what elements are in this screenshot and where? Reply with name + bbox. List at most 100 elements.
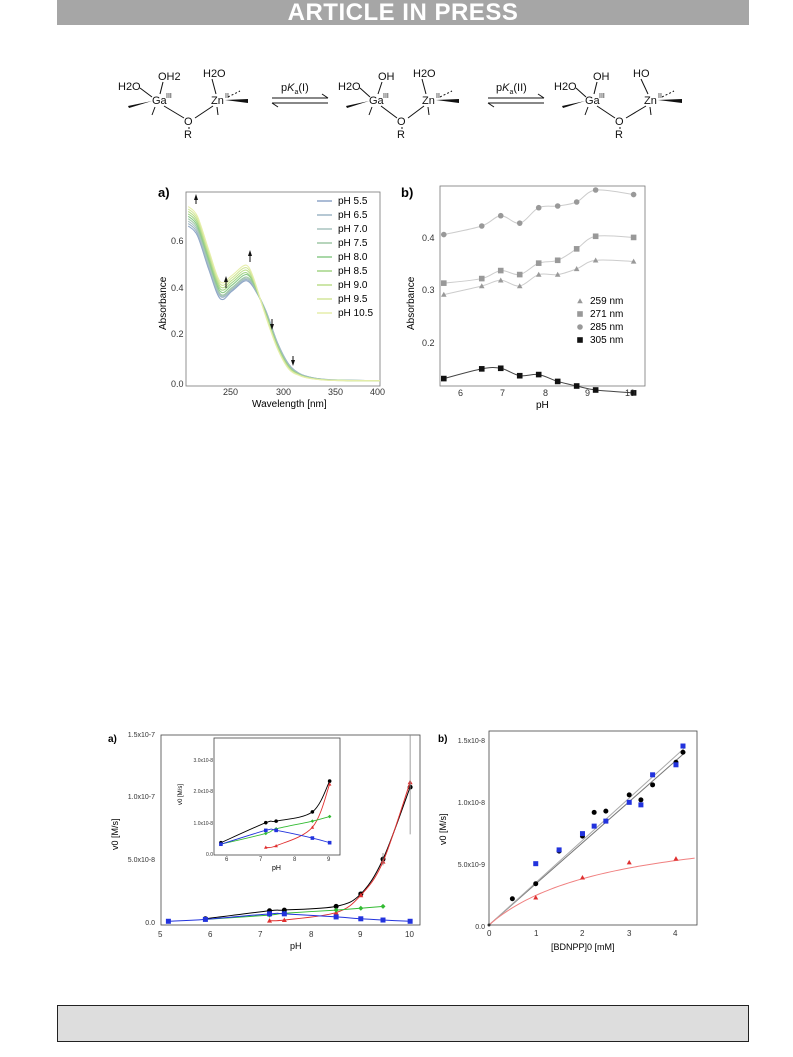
data-point-2-2	[556, 847, 562, 853]
y-tick-0.2: 0.2	[171, 329, 184, 339]
data-point-2-3	[497, 267, 504, 274]
legend-marker-2	[577, 311, 583, 317]
legend-label-4: 305 nm	[590, 335, 623, 346]
data-point-2-5	[535, 260, 542, 266]
x-tick-5: 5	[158, 930, 163, 939]
data-point-1-9	[650, 782, 656, 788]
data-point-4-6	[358, 916, 364, 922]
panel-a-label: a)	[108, 734, 117, 745]
equilibrium-arrow-1: pKa(I)	[271, 82, 329, 108]
y-tick-5e-9: 5.0x10-9	[458, 862, 485, 869]
origin-point	[487, 923, 491, 927]
x-tick-250: 250	[223, 387, 238, 397]
y-tick-0.4: 0.4	[422, 233, 435, 243]
inset-y-tick-3: 3.0x10-8	[194, 758, 214, 764]
legend: 259 nm 271 nm 285 nm 305 nm	[577, 296, 623, 346]
s2-o: O	[397, 116, 406, 128]
inset-x-tick-6: 6	[225, 857, 229, 863]
s2-h2o-zn: H2O	[413, 68, 436, 80]
inset-point-2-3	[310, 825, 315, 829]
data-point-2-7	[638, 802, 644, 808]
species-2: H2O OH H2O Ga III Zn II O R	[338, 68, 459, 140]
legend-label-3: pH 7.0	[338, 224, 368, 235]
inset-point-4-4	[310, 836, 315, 840]
data-point-4-7	[380, 917, 386, 923]
species-3: H2O OH HO Ga III Zn II O R	[554, 68, 682, 140]
x-tick-10: 10	[405, 930, 414, 939]
change-arrows	[194, 194, 295, 366]
data-point-1-5	[535, 271, 542, 277]
data-point-2-2	[281, 917, 287, 923]
legend-label-2: pH 6.5	[338, 210, 368, 221]
spectrum-line-9	[187, 206, 381, 382]
footer-citation-box	[57, 1005, 749, 1042]
s2-zn-ox: II	[436, 93, 440, 100]
y-axis-label: Absorbance	[158, 276, 169, 330]
legend-label-2: 271 nm	[590, 309, 623, 320]
inset-x-axis-label: pH	[272, 865, 281, 872]
inset-point-4-2	[263, 828, 268, 833]
data-point-1-9	[630, 258, 637, 264]
s1-r: R	[184, 129, 192, 140]
y-axis-label: v0 [M/s]	[110, 818, 120, 850]
x-axis-label: [BDNPP]0 [mM]	[551, 942, 615, 952]
s1-ga-ox: III	[166, 93, 172, 100]
legend-label-1: pH 5.5	[338, 196, 368, 207]
legend-label-8: pH 9.5	[338, 294, 368, 305]
legend-label-7: pH 9.0	[338, 280, 368, 291]
y-axis-label: v0 [M/s]	[438, 813, 448, 845]
s3-ho-zn: HO	[633, 68, 650, 80]
data-point-2-2	[478, 275, 485, 282]
data-point-4-2	[478, 366, 485, 372]
data-point-1-6	[603, 808, 609, 814]
data-point-2-4	[591, 823, 597, 829]
y-tick-1.5e-7: 1.5x10-7	[128, 732, 155, 739]
y-tick-5e-8: 5.0x10-8	[128, 857, 155, 864]
data-point-4-2	[202, 916, 208, 922]
data-point-1-5	[591, 809, 597, 815]
data-point-3-8	[592, 187, 599, 193]
inset-y-tick-1: 1.0x10-8	[194, 821, 214, 827]
data-point-3-6	[554, 203, 561, 209]
x-tick-350: 350	[328, 387, 343, 397]
inset-y-axis-label: v0 [M/s]	[178, 784, 184, 805]
inset-point-1-3	[274, 819, 278, 823]
data-point-4-5	[535, 371, 542, 378]
data-point-2-8	[592, 233, 599, 240]
s3-h2o-left: H2O	[554, 81, 577, 93]
x-axis-label: pH	[290, 941, 302, 951]
plot-frame	[488, 730, 698, 926]
rate-vs-ph-chart: a) 5 6 7 8 9 10 0.0 5.0x10-8 1.0x10-7 1.…	[108, 732, 421, 951]
s2-zn: Zn	[422, 95, 435, 107]
y-tick-0.3: 0.3	[422, 285, 435, 295]
s3-ga-ox: III	[599, 93, 605, 100]
x-tick-10: 10	[625, 388, 635, 398]
legend-label-4: pH 7.5	[338, 238, 368, 249]
s3-o: O	[615, 116, 624, 128]
data-point-3-2	[478, 223, 485, 229]
data-point-2-4	[516, 271, 523, 278]
data-point-3-6	[380, 903, 386, 909]
reaction-scheme: H2O OH2 H2O Ga III Zn II O R	[118, 68, 682, 140]
x-tick-9: 9	[358, 930, 363, 939]
data-point-2-9	[630, 234, 637, 241]
x-tick-1: 1	[534, 929, 539, 938]
fit-curve-4	[443, 367, 634, 394]
x-tick-6: 6	[208, 930, 213, 939]
x-tick-7: 7	[500, 388, 505, 398]
data-point-2-1	[533, 861, 539, 867]
data-point-2-6	[626, 799, 632, 805]
x-tick-6: 6	[458, 388, 463, 398]
panel-a-label: a)	[158, 185, 170, 200]
data-point-3-4	[516, 220, 523, 226]
data-point-1-3	[497, 277, 504, 283]
inset-x-tick-7: 7	[259, 857, 263, 863]
data-point-2-8	[650, 772, 656, 778]
x-tick-300: 300	[276, 387, 291, 397]
data-point-4-4	[281, 911, 287, 917]
s3-oh-top: OH	[593, 71, 610, 83]
data-point-3-3	[626, 859, 632, 865]
data-point-4-9	[630, 390, 637, 396]
equilibrium-arrow-2: pKa(II)	[487, 82, 545, 108]
rate-vs-substrate-chart: b) 0 1 2 3 4 0.0 5.0x10-9 1.0x10-8 1.5x1…	[438, 730, 698, 952]
